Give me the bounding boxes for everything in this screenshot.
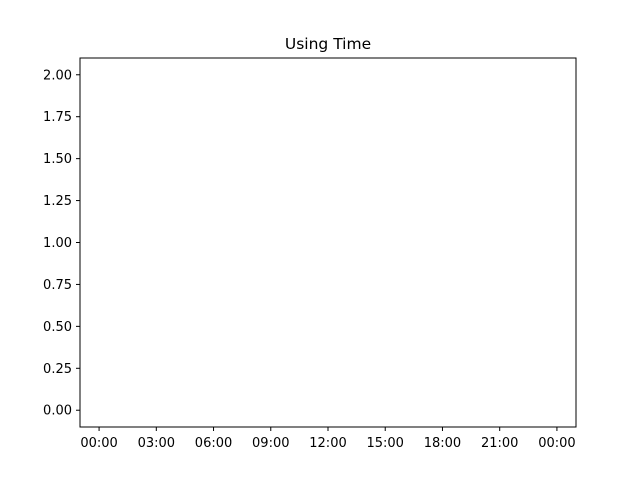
y-tick-label: 1.25 [43, 194, 72, 209]
x-tick-label: 00:00 [538, 436, 575, 451]
x-tick-label: 06:00 [195, 436, 232, 451]
x-tick-label: 00:00 [80, 436, 117, 451]
y-tick-label: 1.75 [43, 110, 72, 125]
y-tick-label: 2.00 [43, 68, 72, 83]
y-tick-label: 1.00 [43, 236, 72, 251]
axes: 0.00 0.25 0.50 0.75 1.00 1.25 1.50 1.75 2.00 00:0… [43, 57, 577, 451]
x-tick-label: 21:00 [481, 436, 518, 451]
x-tick-label: 12:00 [309, 436, 346, 451]
x-tick-label: 15:00 [366, 436, 403, 451]
y-tick-label: 1.50 [43, 152, 72, 167]
plot-frame [79, 57, 577, 428]
y-tick-label: 0.50 [43, 320, 72, 335]
y-tick-label: 0.75 [43, 278, 72, 293]
x-tick-label: 03:00 [138, 436, 175, 451]
y-tick-label: 0.00 [43, 404, 72, 419]
x-tick-label: 18:00 [424, 436, 461, 451]
y-tick-label: 0.25 [43, 362, 72, 377]
chart-title: Using Time [285, 35, 371, 53]
x-tick-label: 09:00 [252, 436, 289, 451]
